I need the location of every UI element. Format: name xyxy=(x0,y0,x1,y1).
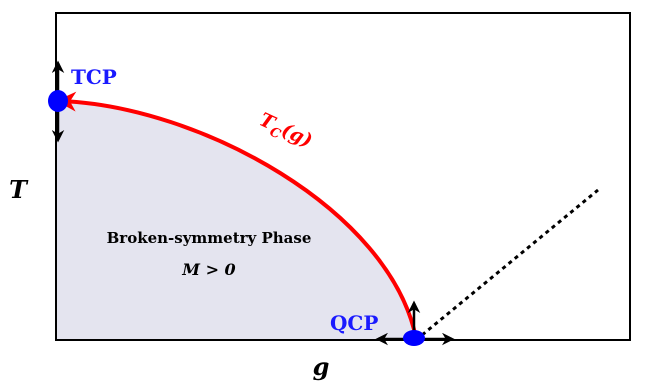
tcp-point xyxy=(48,90,68,112)
phase-name-label: Broken-symmetry Phase xyxy=(107,229,312,247)
critical-line xyxy=(56,91,418,339)
critical-line-label: TC(g) xyxy=(254,109,316,156)
crossover-line xyxy=(415,188,599,342)
plot-frame xyxy=(55,12,631,341)
phase-condition-label: M > 0 xyxy=(181,260,235,279)
tcp-label: TCP xyxy=(71,65,117,89)
qcp-point xyxy=(403,330,425,346)
x-axis-label: g xyxy=(313,352,330,381)
y-axis-label: T xyxy=(9,175,29,204)
ordered-phase-region xyxy=(57,101,416,340)
qcp-label: QCP xyxy=(330,311,378,335)
